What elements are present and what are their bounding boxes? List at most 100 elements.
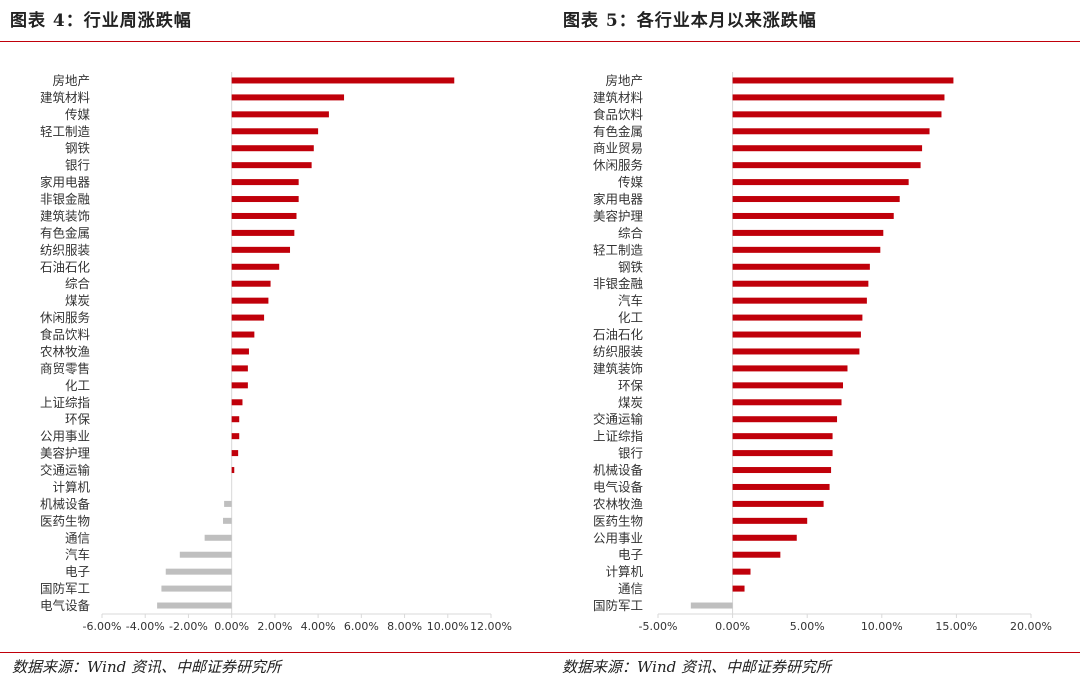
bar-交通运输	[732, 416, 838, 423]
category-label: 公用事业	[593, 530, 643, 545]
bar-电气设备	[157, 602, 232, 609]
x-tick-label: 5.00%	[790, 620, 825, 633]
bar-上证综指	[231, 399, 243, 406]
left-chart-title: 图表 4：行业周涨跌幅	[10, 11, 192, 31]
bar-通信	[204, 534, 232, 541]
bar-煤炭	[231, 297, 269, 304]
bar-交通运输	[231, 467, 235, 474]
category-label: 通信	[618, 581, 643, 596]
category-label: 休闲服务	[593, 158, 643, 173]
category-label: 建筑装饰	[40, 208, 90, 223]
bar-房地产	[231, 77, 455, 84]
category-label: 银行	[65, 158, 90, 173]
bar-非银金融	[231, 196, 299, 203]
x-tick-label: 4.00%	[301, 620, 336, 633]
category-label: 家用电器	[593, 192, 644, 207]
category-label: 食品饮料	[593, 107, 644, 122]
bar-非银金融	[732, 280, 869, 287]
category-label: 交通运输	[40, 463, 91, 478]
category-label: 化工	[618, 310, 643, 325]
bar-公用事业	[732, 534, 797, 541]
category-label: 钢铁	[65, 141, 91, 156]
category-label: 银行	[618, 446, 643, 461]
bar-建筑装饰	[231, 212, 297, 219]
bar-纺织服装	[231, 246, 291, 253]
bar-有色金属	[732, 128, 930, 135]
bar-钢铁	[732, 263, 870, 270]
category-label: 计算机	[605, 564, 643, 579]
category-label: 通信	[65, 530, 90, 545]
bar-休闲服务	[231, 314, 265, 321]
bar-上证综指	[732, 433, 833, 440]
category-label: 上证综指	[593, 429, 643, 444]
category-label: 家用电器	[40, 175, 91, 190]
x-tick-label: -5.00%	[639, 620, 678, 633]
right-bar-chart: -5.00% 0.00% 5.00% 10.00% 15.00% 20.00% 房地产建筑材…	[593, 72, 1052, 633]
category-label: 综合	[618, 225, 644, 240]
bar-医药生物	[732, 517, 808, 524]
category-label: 机械设备	[40, 496, 91, 511]
category-label: 纺织服装	[40, 242, 90, 257]
category-label: 环保	[618, 378, 644, 393]
bar-建筑装饰	[732, 365, 848, 372]
category-label: 有色金属	[40, 225, 90, 240]
x-tick-label: 0.00%	[214, 620, 249, 633]
bar-电子	[165, 568, 232, 575]
category-label: 计算机	[52, 479, 90, 494]
bar-综合	[732, 229, 884, 236]
category-label: 综合	[65, 276, 91, 291]
category-label: 房地产	[605, 73, 643, 88]
right-source-note: 数据来源：Wind 资讯、中邮证券研究所	[562, 658, 831, 676]
bar-银行	[732, 450, 833, 457]
category-label: 农林牧渔	[40, 344, 90, 359]
bar-商贸零售	[231, 365, 248, 372]
bar-计算机	[732, 568, 751, 575]
bar-钢铁	[231, 145, 314, 152]
category-label: 建筑材料	[593, 90, 644, 105]
bar-电气设备	[732, 483, 830, 490]
bar-环保	[732, 382, 844, 389]
bar-机械设备	[732, 467, 832, 474]
bar-轻工制造	[231, 128, 319, 135]
bar-银行	[231, 162, 312, 169]
bar-通信	[732, 585, 745, 592]
category-label: 钢铁	[618, 259, 644, 274]
category-label: 汽车	[65, 547, 90, 562]
category-label: 煤炭	[618, 395, 643, 410]
bar-医药生物	[223, 517, 232, 524]
footer-rule	[0, 652, 1080, 653]
bar-石油石化	[732, 331, 861, 338]
category-label: 非银金融	[40, 192, 91, 207]
category-label: 建筑装饰	[593, 361, 643, 376]
bar-轻工制造	[732, 246, 881, 253]
bar-煤炭	[732, 399, 842, 406]
category-label: 公用事业	[40, 429, 90, 444]
bar-石油石化	[231, 263, 280, 270]
category-label: 国防军工	[593, 598, 643, 613]
bar-电子	[732, 551, 781, 558]
bar-商业贸易	[732, 145, 923, 152]
x-tick-label: 2.00%	[257, 620, 292, 633]
category-label: 医药生物	[40, 513, 90, 528]
bar-纺织服装	[732, 348, 860, 355]
x-tick-label: -2.00%	[169, 620, 208, 633]
category-label: 环保	[65, 412, 91, 427]
bar-环保	[231, 416, 240, 423]
category-label: 医药生物	[593, 513, 643, 528]
bar-有色金属	[231, 229, 295, 236]
category-label: 电气设备	[40, 598, 91, 613]
category-label: 化工	[65, 378, 90, 393]
category-label: 国防军工	[40, 581, 90, 596]
bar-汽车	[732, 297, 867, 304]
bar-化工	[231, 382, 248, 389]
category-label: 非银金融	[593, 276, 644, 291]
category-label: 电子	[618, 547, 643, 562]
category-label: 商贸零售	[40, 361, 90, 376]
bar-美容护理	[732, 212, 894, 219]
category-label: 机械设备	[593, 463, 644, 478]
bar-公用事业	[231, 433, 240, 440]
bar-传媒	[231, 111, 329, 118]
category-label: 商业贸易	[593, 141, 643, 156]
bar-国防军工	[161, 585, 232, 592]
bar-农林牧渔	[231, 348, 249, 355]
